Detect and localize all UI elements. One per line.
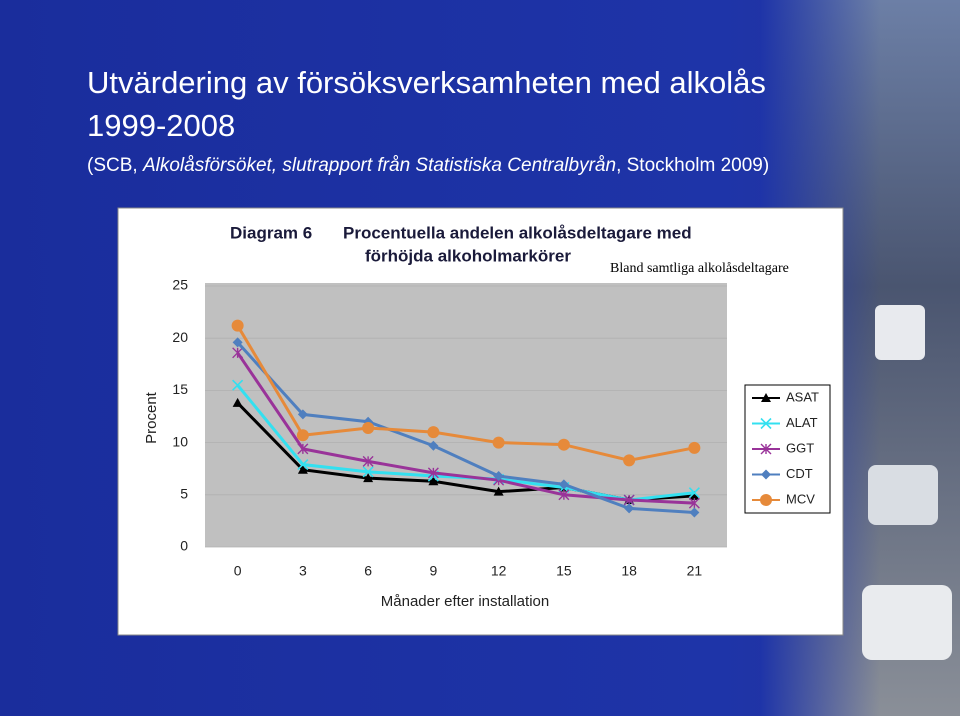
x-tick-label: 18 — [621, 563, 637, 579]
legend-label: CDT — [786, 466, 813, 481]
chart-title: Procentuella andelen alkolåsdeltagare me… — [343, 223, 692, 242]
marker — [624, 503, 635, 514]
plot-area — [205, 283, 727, 547]
legend-label: GGT — [786, 440, 814, 455]
legend-label: ASAT — [786, 389, 819, 404]
x-tick-label: 9 — [429, 563, 437, 579]
y-tick-label: 20 — [172, 329, 188, 345]
marker — [689, 490, 700, 500]
marker — [297, 409, 308, 420]
photo-van — [875, 305, 925, 360]
chart-label: Diagram 6 — [230, 223, 312, 242]
x-tick-label: 6 — [364, 563, 372, 579]
marker — [427, 426, 440, 439]
marker — [688, 497, 700, 509]
source-part: , Stockholm 2009) — [616, 155, 769, 176]
legend-marker — [761, 469, 771, 480]
legend-marker — [760, 443, 772, 455]
y-axis-label: Procent — [143, 391, 160, 444]
y-tick-label: 25 — [172, 277, 188, 293]
x-tick-label: 3 — [299, 563, 307, 579]
x-tick-label: 12 — [491, 563, 507, 579]
marker — [493, 471, 504, 482]
series-line — [236, 351, 695, 505]
x-tick-label: 21 — [687, 563, 703, 579]
x-tick-label: 15 — [556, 563, 572, 579]
y-tick-label: 0 — [180, 538, 188, 554]
legend-label: ALAT — [786, 415, 818, 430]
marker — [623, 454, 636, 467]
photo-car — [868, 465, 938, 525]
marker — [428, 440, 439, 451]
series-line — [236, 341, 695, 515]
x-axis-label: Månader efter installation — [381, 593, 549, 610]
marker — [362, 421, 375, 434]
legend-marker — [761, 393, 771, 402]
slide-source: (SCB, Alkolåsförsöket, slutrapport från … — [87, 155, 769, 176]
marker — [363, 473, 374, 483]
legend-label: MCV — [786, 491, 815, 506]
marker — [232, 397, 243, 407]
photo-car — [862, 585, 952, 660]
y-tick-label: 10 — [172, 433, 188, 449]
marker — [688, 487, 700, 499]
y-tick-label: 5 — [180, 486, 188, 502]
annotation-box — [605, 258, 801, 280]
marker — [558, 489, 570, 501]
marker — [232, 379, 244, 391]
marker — [297, 443, 309, 455]
marker — [232, 347, 244, 359]
legend-marker — [760, 494, 772, 506]
marker — [232, 337, 243, 348]
marker — [231, 319, 244, 332]
chart-title: förhöjda alkoholmarkörer — [365, 246, 571, 265]
source-part: (SCB, — [87, 155, 143, 176]
annotation: Bland samtliga alkolåsdeltagare — [610, 261, 789, 276]
marker — [688, 441, 701, 454]
marker — [492, 436, 505, 449]
marker — [297, 458, 309, 471]
chart: Diagram 6 Procentuella andelen alkolåsde… — [117, 207, 844, 636]
marker — [623, 494, 635, 506]
marker — [297, 464, 308, 474]
marker — [362, 455, 374, 467]
series-line — [236, 324, 695, 462]
marker — [428, 476, 439, 486]
marker — [296, 429, 309, 442]
marker — [558, 479, 569, 490]
legend-marker — [760, 417, 772, 430]
y-tick-label: 15 — [172, 381, 188, 397]
source-part: Alkolåsförsöket, slutrapport från Statis… — [142, 155, 616, 176]
x-tick-label: 0 — [234, 563, 242, 579]
marker — [689, 507, 700, 518]
marker — [427, 467, 439, 479]
marker — [557, 438, 570, 451]
marker — [493, 486, 504, 496]
marker — [362, 466, 374, 478]
slide-years: 1999-2008 — [87, 108, 235, 143]
slide-title: Utvärdering av försöksverksamheten med a… — [87, 65, 766, 100]
